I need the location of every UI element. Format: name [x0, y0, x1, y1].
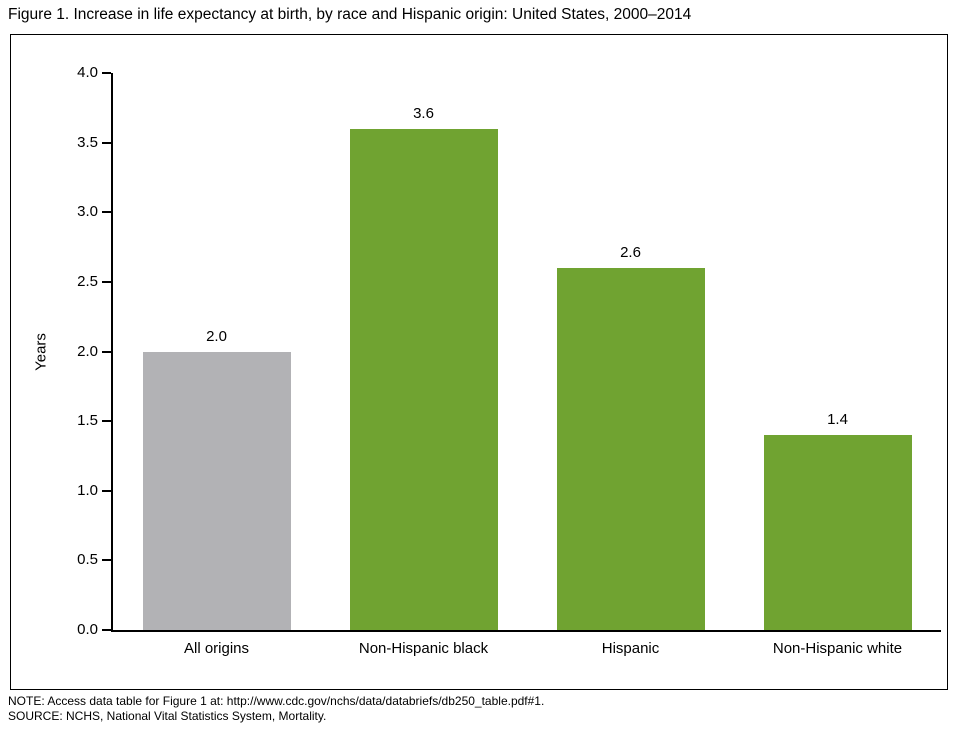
- x-category-label: Non-Hispanic black: [358, 640, 489, 657]
- y-tick-label: 0.5: [77, 551, 98, 569]
- bar-hispanic: [556, 267, 705, 630]
- y-tick-mark: [102, 280, 111, 283]
- bar-value-label: 1.4: [827, 411, 848, 429]
- y-tick-mark: [102, 629, 111, 631]
- chart-area: Years 4.0 3.5 3.0 2.5 2.0 1.5 1.0 0.5 0.0 2.0 All…: [10, 34, 948, 690]
- y-tick-mark: [102, 489, 111, 492]
- bar-slot: 3.6 Non-Hispanic black: [320, 73, 527, 657]
- x-category-label: All origins: [183, 640, 250, 657]
- y-tick-label: 3.0: [77, 203, 98, 221]
- bar-all-origins: [142, 351, 291, 630]
- y-tick-mark: [102, 72, 111, 74]
- y-tick-label: 1.0: [77, 481, 98, 499]
- bar-non-hispanic-white: [763, 435, 912, 630]
- footnotes: NOTE: Access data table for Figure 1 at:…: [8, 694, 544, 724]
- y-tick-label: 2.5: [77, 272, 98, 290]
- y-tick-label: 3.5: [77, 133, 98, 151]
- y-tick-label: 2.0: [77, 342, 98, 360]
- source-line: SOURCE: NCHS, National Vital Statistics …: [8, 709, 327, 723]
- bar-slot: 1.4 Non-Hispanic white: [734, 73, 941, 657]
- bar-slot: 2.6 Hispanic: [527, 73, 734, 657]
- y-tick-mark: [102, 420, 111, 423]
- y-tick-label: 0.0: [77, 621, 98, 638]
- bar-value-label: 2.6: [620, 243, 641, 261]
- y-tick-mark: [102, 141, 111, 144]
- bar-series: 2.0 All origins 3.6 Non-Hispanic black 2.6 Hi…: [113, 73, 941, 657]
- y-tick-label: 4.0: [77, 64, 98, 81]
- bar-value-label: 3.6: [413, 104, 434, 122]
- bar-non-hispanic-black: [349, 128, 498, 630]
- y-axis-label: Years: [32, 332, 50, 371]
- plot-area: Years 4.0 3.5 3.0 2.5 2.0 1.5 1.0 0.5 0.0 2.0 All…: [33, 64, 941, 657]
- x-category-label: Non-Hispanic white: [772, 640, 903, 657]
- bar-value-label: 2.0: [206, 327, 227, 345]
- y-tick-mark: [102, 211, 111, 214]
- y-tick-mark: [102, 350, 111, 353]
- note-line: NOTE: Access data table for Figure 1 at:…: [8, 694, 545, 708]
- bar-slot: 2.0 All origins: [113, 73, 320, 657]
- x-category-label: Hispanic: [601, 640, 660, 657]
- y-tick-mark: [102, 559, 111, 562]
- figure-title: Figure 1. Increase in life expectancy at…: [8, 6, 692, 23]
- y-tick-label: 1.5: [77, 412, 98, 430]
